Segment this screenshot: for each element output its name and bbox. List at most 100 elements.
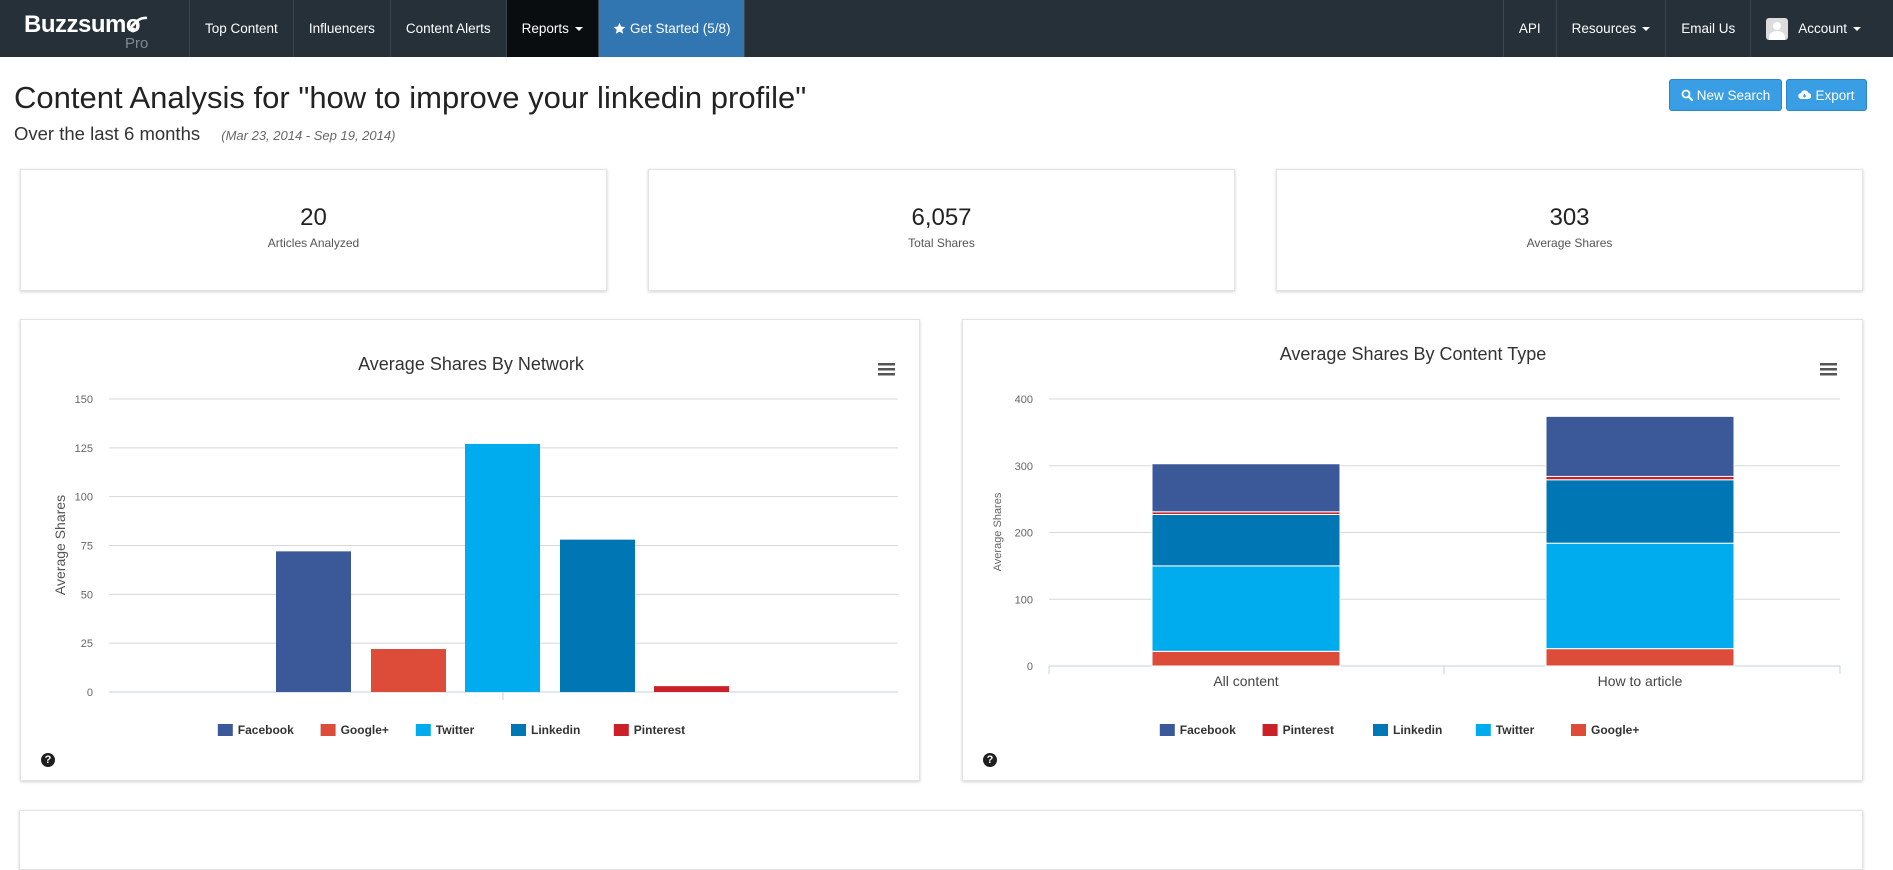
chart-title: Average Shares By Content Type <box>1280 344 1547 364</box>
y-tick-label: 100 <box>1015 594 1033 606</box>
stat-value: 20 <box>300 204 327 231</box>
legend-item: Twitter <box>436 723 475 737</box>
help-icon[interactable]: ? <box>41 753 55 767</box>
legend-item: Pinterest <box>634 723 685 737</box>
new-search-button[interactable]: New Search <box>1669 79 1782 111</box>
stat-card-average-shares: 303 Average Shares <box>1276 169 1863 291</box>
signal-icon <box>129 16 148 33</box>
next-panel <box>19 810 1863 870</box>
legend-swatch <box>511 724 526 736</box>
y-tick-label: 125 <box>75 443 93 455</box>
bar-segment-facebook <box>1545 415 1735 477</box>
export-button[interactable]: Export <box>1786 79 1867 111</box>
bar-facebook <box>276 551 351 692</box>
stat-label: Total Shares <box>908 236 975 250</box>
legend-item: Pinterest <box>1283 723 1334 737</box>
caret-down-icon <box>574 26 583 31</box>
legend-swatch <box>613 724 629 736</box>
nav-resources[interactable]: Resources <box>1555 0 1666 57</box>
date-range: (Mar 23, 2014 - Sep 19, 2014) <box>221 128 396 143</box>
bar-segment-facebook <box>1151 463 1341 513</box>
y-tick-label: 100 <box>75 492 93 504</box>
nav-influencers[interactable]: Influencers <box>294 0 391 57</box>
y-tick-label: 75 <box>81 541 93 553</box>
nav-email-us[interactable]: Email Us <box>1665 0 1750 57</box>
legend-swatch <box>217 724 233 736</box>
page-title: Content Analysis for "how to improve you… <box>14 80 807 115</box>
bar-googleplus <box>371 649 446 692</box>
stat-value: 303 <box>1549 204 1590 231</box>
nav-content-alerts[interactable]: Content Alerts <box>391 0 507 57</box>
export-label: Export <box>1815 87 1855 103</box>
legend-item: Google+ <box>341 723 389 737</box>
x-tick-label: How to article <box>1598 673 1683 689</box>
legend-swatch <box>1262 724 1278 736</box>
page-subtitle: Over the last 6 months (Mar 23, 2014 - S… <box>14 123 395 145</box>
bar-segment-twitter <box>1545 542 1735 650</box>
top-navbar: Buzzsumo Pro Top Content Influencers Con… <box>0 0 1893 57</box>
chart-title: Average Shares By Network <box>358 354 585 374</box>
bar-linkedin <box>560 539 635 692</box>
y-tick-label: 0 <box>87 687 93 699</box>
legend-swatch <box>1159 724 1175 736</box>
caret-down-icon <box>1853 26 1861 31</box>
legend-swatch <box>1571 724 1586 736</box>
caret-down-icon <box>1642 26 1651 31</box>
new-search-label: New Search <box>1696 87 1771 103</box>
legend-item: Linkedin <box>531 723 580 737</box>
period-text: Over the last 6 months <box>14 123 201 144</box>
nav-top-content[interactable]: Top Content <box>190 0 294 57</box>
bar-segment-linkedin <box>1545 479 1735 544</box>
brand-tag: Pro <box>125 35 149 52</box>
stat-value: 6,057 <box>911 204 972 231</box>
bar-pinterest <box>654 686 729 692</box>
legend-item: Facebook <box>238 723 294 737</box>
bar-twitter <box>465 443 540 692</box>
chart-menu-icon[interactable] <box>878 363 895 376</box>
stat-label: Average Shares <box>1526 236 1613 250</box>
bar-segment-googleplus <box>1545 648 1735 667</box>
chart-card-network: Average Shares By Network 0 25 50 75 100 125 15… <box>20 319 920 781</box>
bar-segment-linkedin <box>1151 513 1341 567</box>
y-tick-label: 25 <box>81 638 93 650</box>
y-tick-label: 0 <box>1027 661 1033 673</box>
nav-account-label: Account <box>1798 21 1847 36</box>
y-axis-label: Average Shares <box>52 495 68 595</box>
nav-get-started[interactable]: Get Started (5/8) <box>598 0 746 57</box>
nav-reports[interactable]: Reports <box>506 0 599 57</box>
chart-content-type-svg: Average Shares By Content Type 0 100 200 300… <box>992 344 1841 737</box>
y-tick-label: 400 <box>1015 394 1033 406</box>
cloud-download-icon <box>1798 90 1812 100</box>
legend-swatch <box>320 724 336 736</box>
legend-swatch <box>1475 724 1491 736</box>
chart-card-content-type: Average Shares By Content Type 0 100 200 300… <box>962 319 1863 781</box>
x-tick-label: All content <box>1213 673 1278 689</box>
legend-swatch <box>1373 724 1388 736</box>
nav-api[interactable]: API <box>1502 0 1556 57</box>
y-tick-label: 50 <box>81 589 93 601</box>
avatar <box>1766 17 1789 40</box>
nav-get-started-label: Get Started (5/8) <box>629 21 731 36</box>
legend-item: Google+ <box>1591 723 1639 737</box>
help-icon[interactable]: ? <box>983 753 997 767</box>
brand-name: Buzzsumo <box>24 11 141 38</box>
search-icon <box>1681 89 1693 101</box>
bar-segment-twitter <box>1151 565 1341 652</box>
legend-item: Linkedin <box>1393 723 1442 737</box>
nav-resources-label: Resources <box>1571 21 1637 36</box>
legend-swatch <box>415 724 431 736</box>
legend-item: Facebook <box>1180 723 1236 737</box>
star-icon <box>613 22 626 34</box>
stat-card-articles: 20 Articles Analyzed <box>20 169 607 291</box>
y-axis-label: Average Shares <box>992 492 1004 571</box>
brand-logo[interactable]: Buzzsumo Pro <box>0 0 190 57</box>
legend-item: Twitter <box>1496 723 1535 737</box>
bar-segment-googleplus <box>1151 650 1341 667</box>
nav-reports-label: Reports <box>521 21 569 36</box>
chart-menu-icon[interactable] <box>1820 363 1837 376</box>
bar-segment-pinterest <box>1545 475 1735 481</box>
nav-account[interactable]: Account <box>1750 0 1893 57</box>
chart-network-svg: Average Shares By Network 0 25 50 75 100 125 15… <box>52 354 898 737</box>
stat-label: Articles Analyzed <box>267 236 360 250</box>
y-tick-label: 150 <box>75 394 93 406</box>
